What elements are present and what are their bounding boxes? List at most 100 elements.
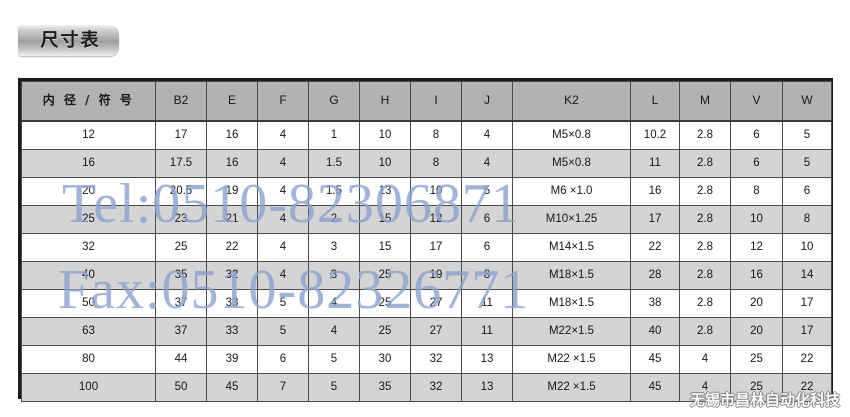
table-cell: 2.8 bbox=[679, 148, 731, 178]
table-cell: 35 bbox=[155, 260, 207, 290]
table-cell: 45 bbox=[630, 372, 680, 402]
table-cell: 20 bbox=[730, 316, 783, 346]
table-cell: 4 bbox=[461, 148, 513, 178]
table-header: 内 径 / 符 号 B2 E F G H I J K2 L M V W bbox=[21, 81, 832, 122]
table-cell: 33 bbox=[206, 288, 258, 318]
table-cell: 5 bbox=[782, 148, 832, 178]
table-cell: 22 bbox=[782, 372, 832, 402]
table-cell: 2.8 bbox=[679, 288, 731, 318]
table-cell: M22×1.5 bbox=[512, 316, 631, 346]
table-cell: 8 bbox=[782, 204, 832, 234]
table-cell: 10 bbox=[730, 204, 783, 234]
table-cell: 6 bbox=[461, 204, 513, 234]
table-cell: 33 bbox=[206, 316, 258, 346]
table-cell: 40 bbox=[630, 316, 680, 346]
table-cell: 6 bbox=[782, 176, 832, 206]
table-cell: 27 bbox=[410, 316, 462, 346]
table-cell: 25 bbox=[359, 316, 411, 346]
table-cell: 15 bbox=[359, 204, 411, 234]
table-cell: 12 bbox=[410, 204, 462, 234]
table-cell: 4 bbox=[257, 260, 309, 290]
table-cell: 16 bbox=[630, 176, 680, 206]
table-cell: 17 bbox=[782, 288, 832, 318]
table-cell: 37 bbox=[155, 316, 207, 346]
cell-inner-diameter: 50 bbox=[21, 288, 156, 318]
cell-inner-diameter: 32 bbox=[21, 232, 156, 262]
table-cell: 25 bbox=[730, 344, 783, 374]
table-cell: 13 bbox=[359, 176, 411, 206]
cell-inner-diameter: 25 bbox=[21, 204, 156, 234]
table-cell: 45 bbox=[630, 344, 680, 374]
cell-inner-diameter: 63 bbox=[21, 316, 156, 346]
table-row: 40 35 32 4 3 25 19 8 M18×1.5 28 2.8 16 14 bbox=[21, 260, 832, 290]
table-cell: 11 bbox=[461, 316, 513, 346]
table-cell: M22 ×1.5 bbox=[512, 372, 631, 402]
column-header-k2: K2 bbox=[512, 81, 631, 122]
table-cell: 1.5 bbox=[308, 148, 360, 178]
table-cell: 8 bbox=[410, 120, 462, 150]
table-cell: 11 bbox=[630, 148, 680, 178]
table-cell: 5 bbox=[257, 316, 309, 346]
table-cell: 22 bbox=[630, 232, 680, 262]
column-header-inner-diameter: 内 径 / 符 号 bbox=[21, 81, 156, 122]
dimension-table-container: 内 径 / 符 号 B2 E F G H I J K2 L M V W 12 17… bbox=[18, 78, 833, 402]
table-cell: M5×0.8 bbox=[512, 120, 631, 150]
table-cell: 12 bbox=[730, 232, 783, 262]
table-cell: 10.2 bbox=[630, 120, 680, 150]
table-cell: 19 bbox=[410, 260, 462, 290]
table-cell: 14 bbox=[782, 260, 832, 290]
table-cell: 21 bbox=[206, 204, 258, 234]
column-header-f: F bbox=[257, 81, 309, 122]
table-cell: 5 bbox=[461, 176, 513, 206]
table-cell: 25 bbox=[359, 260, 411, 290]
table-cell: 17 bbox=[782, 316, 832, 346]
table-cell: 28 bbox=[630, 260, 680, 290]
table-cell: 1 bbox=[308, 120, 360, 150]
table-cell: 4 bbox=[257, 204, 309, 234]
table-cell: 20 bbox=[730, 288, 783, 318]
table-cell: 6 bbox=[461, 232, 513, 262]
table-cell: 5 bbox=[308, 344, 360, 374]
column-header-w: W bbox=[782, 81, 832, 122]
column-header-j: J bbox=[461, 81, 513, 122]
table-cell: 4 bbox=[461, 120, 513, 150]
column-header-m: M bbox=[679, 81, 731, 122]
table-cell: 10 bbox=[359, 148, 411, 178]
table-cell: 4 bbox=[257, 176, 309, 206]
table-cell: 13 bbox=[461, 344, 513, 374]
cell-inner-diameter: 12 bbox=[21, 120, 156, 150]
table-cell: 39 bbox=[206, 344, 258, 374]
table-cell: 4 bbox=[679, 344, 731, 374]
table-cell: 5 bbox=[308, 372, 360, 402]
table-cell: 4 bbox=[257, 148, 309, 178]
table-cell: 4 bbox=[257, 232, 309, 262]
table-cell: M10×1.25 bbox=[512, 204, 631, 234]
column-header-l: L bbox=[630, 81, 680, 122]
table-cell: M18×1.5 bbox=[512, 260, 631, 290]
table-cell: 11 bbox=[461, 288, 513, 318]
table-cell: 23 bbox=[155, 204, 207, 234]
table-cell: 16 bbox=[206, 120, 258, 150]
table-row: 100 50 45 7 5 35 32 13 M22 ×1.5 45 4 25 22 bbox=[21, 372, 832, 402]
table-cell: 16 bbox=[730, 260, 783, 290]
column-header-h: H bbox=[359, 81, 411, 122]
table-cell: M22 ×1.5 bbox=[512, 344, 631, 374]
page-title-badge: 尺寸表 bbox=[18, 25, 119, 56]
cell-inner-diameter: 100 bbox=[21, 372, 156, 402]
table-cell: 25 bbox=[730, 372, 783, 402]
table-row: 12 17 16 4 1 10 8 4 M5×0.8 10.2 2.8 6 5 bbox=[21, 120, 832, 150]
table-row: 63 37 33 5 4 25 27 11 M22×1.5 40 2.8 20 17 bbox=[21, 316, 832, 346]
table-cell: M14×1.5 bbox=[512, 232, 631, 262]
table-cell: 20.5 bbox=[155, 176, 207, 206]
table-cell: 2.8 bbox=[679, 260, 731, 290]
column-header-e: E bbox=[206, 81, 258, 122]
table-cell: 5 bbox=[782, 120, 832, 150]
table-cell: 17 bbox=[155, 120, 207, 150]
cell-inner-diameter: 20 bbox=[21, 176, 156, 206]
dimension-table: 内 径 / 符 号 B2 E F G H I J K2 L M V W 12 17… bbox=[21, 81, 832, 402]
table-cell: 2.8 bbox=[679, 204, 731, 234]
page-title: 尺寸表 bbox=[40, 29, 101, 51]
column-header-g: G bbox=[308, 81, 360, 122]
table-cell: 35 bbox=[359, 372, 411, 402]
